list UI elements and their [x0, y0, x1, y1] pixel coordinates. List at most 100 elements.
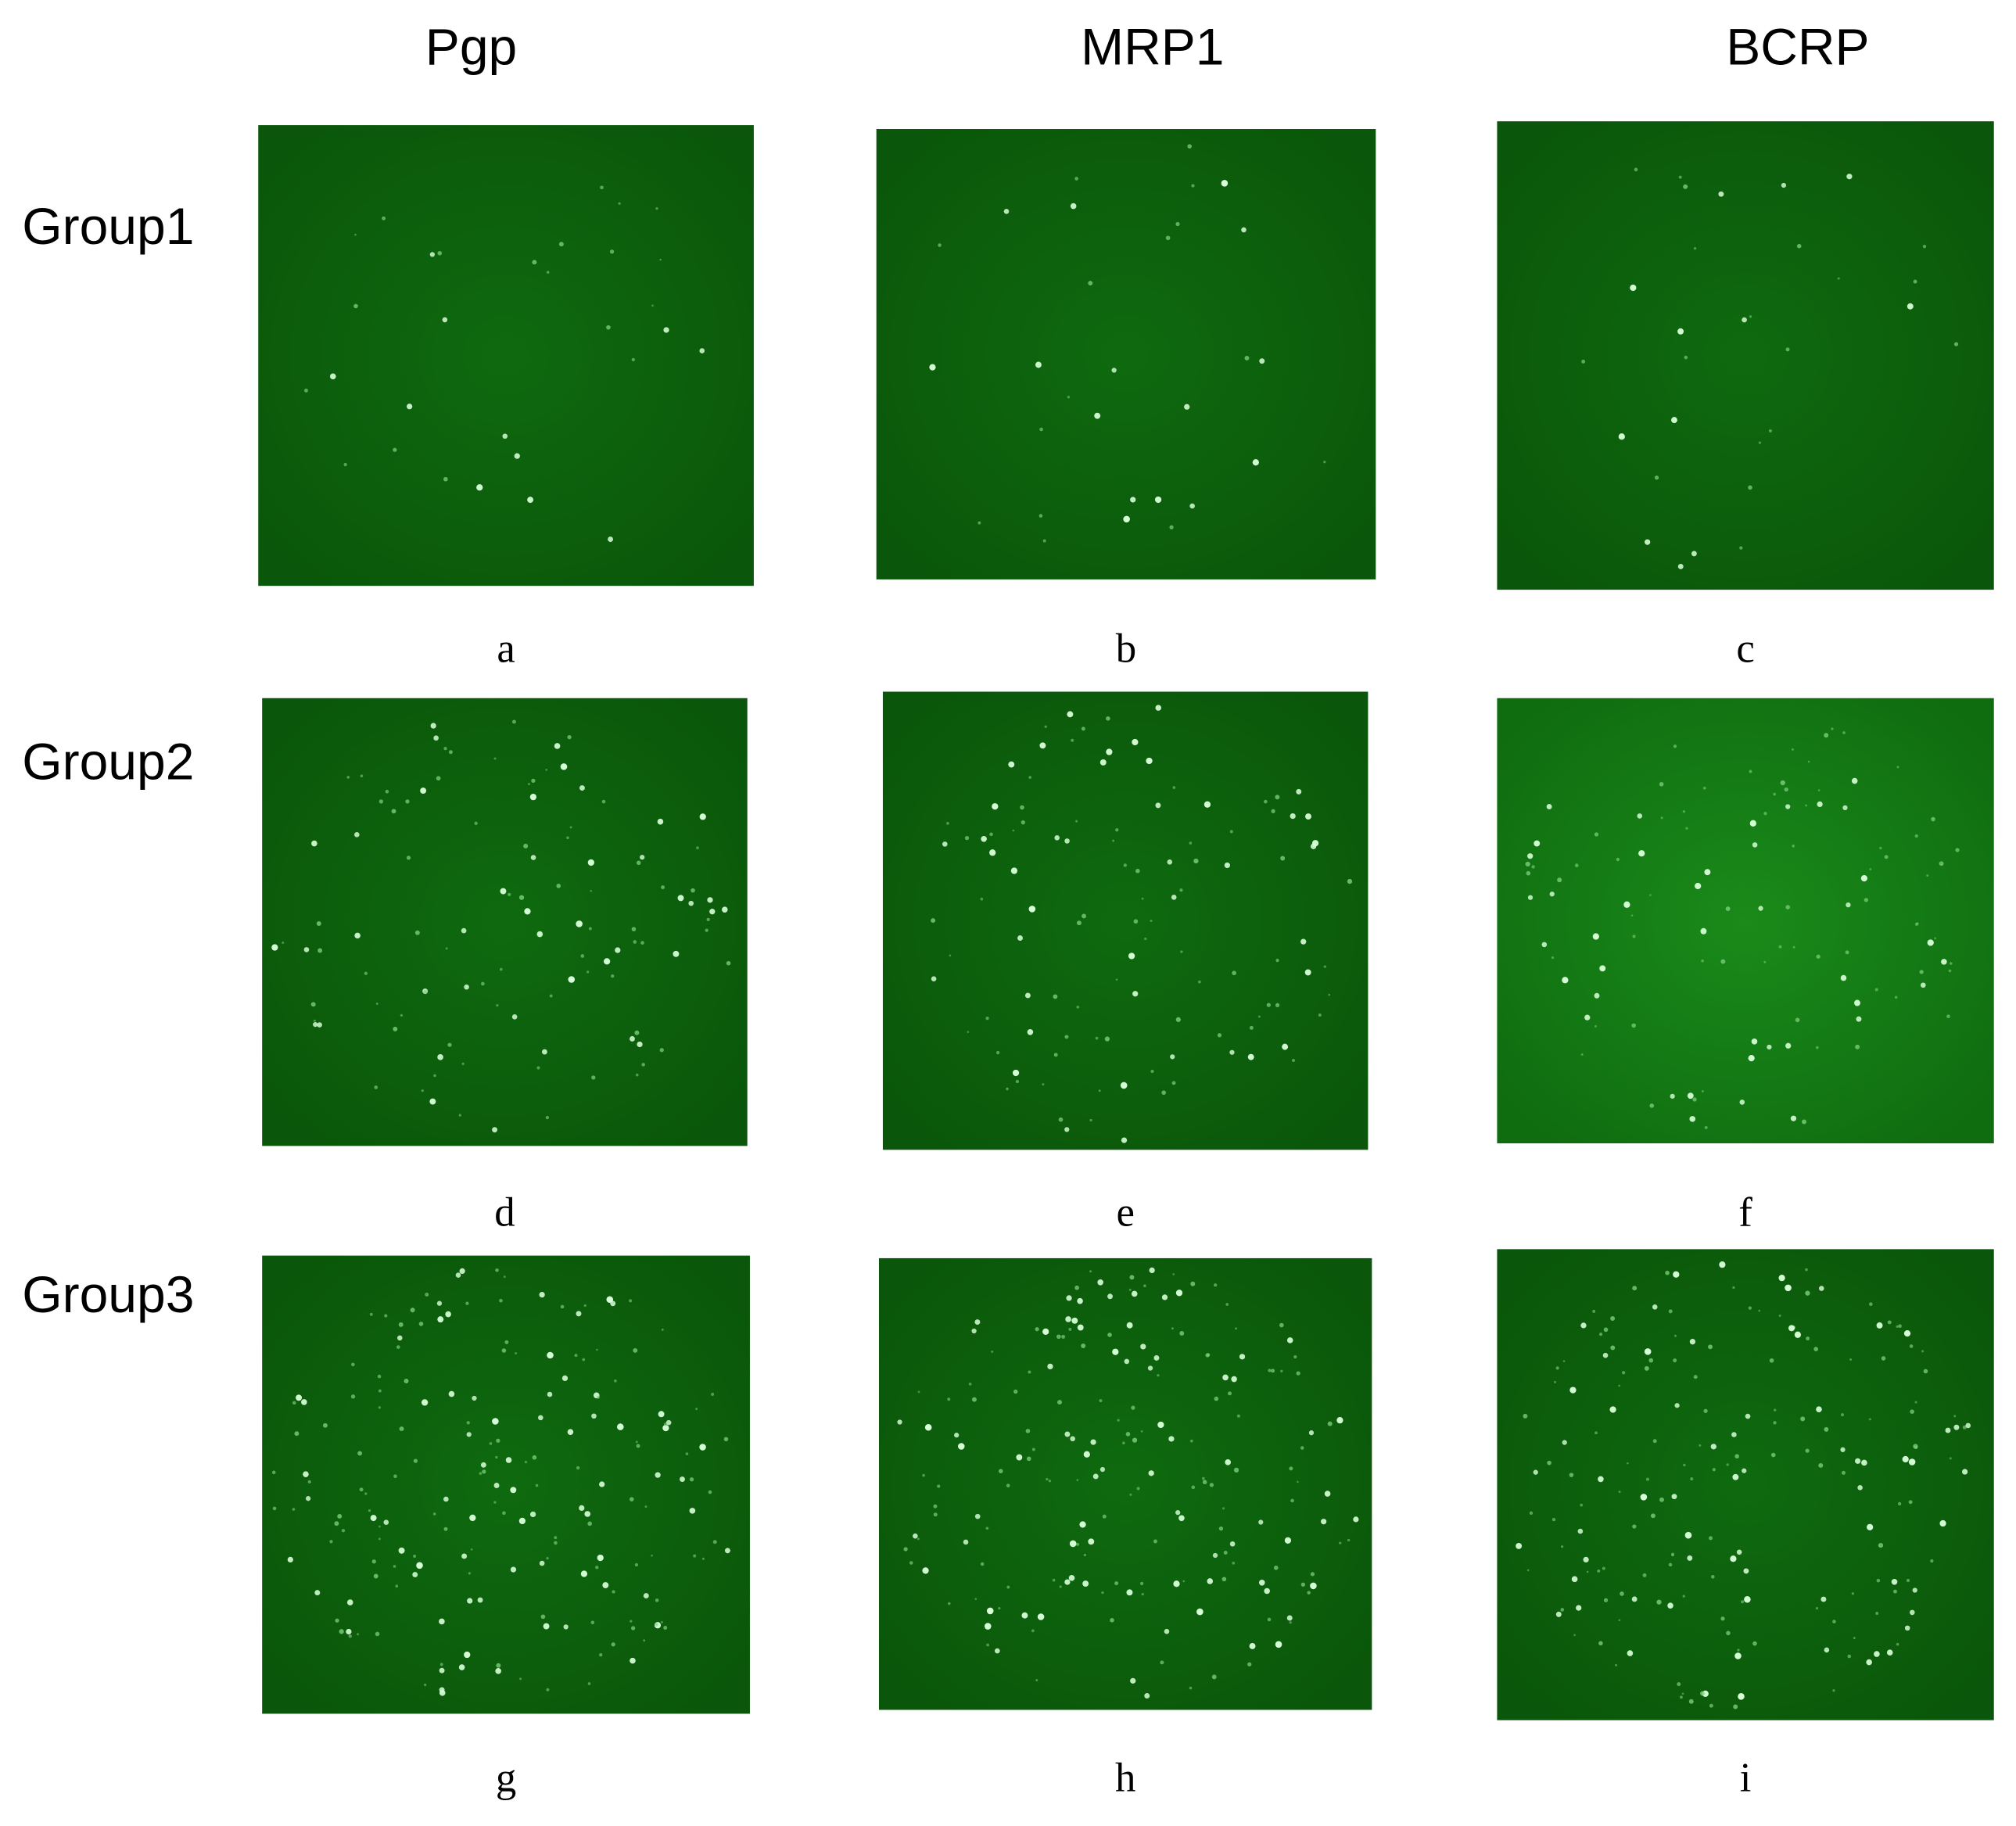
fluorescent-spot [1070, 203, 1077, 210]
fluorescent-spot [1214, 1396, 1219, 1401]
fluorescent-spot [1534, 840, 1541, 847]
fluorescent-spot [364, 1492, 368, 1495]
fluorescent-spot [1107, 1333, 1112, 1337]
fluorescent-spot [1081, 1343, 1086, 1348]
fluorescent-spot [1077, 1297, 1083, 1304]
fluorescent-spot [303, 388, 308, 393]
fluorescent-spot [539, 1291, 545, 1298]
fluorescent-spot [1112, 1348, 1119, 1355]
fluorescent-spot [721, 906, 728, 913]
fluorescent-spot [296, 1394, 303, 1401]
fluorescent-spot [1620, 1591, 1624, 1596]
micrograph-background [258, 125, 754, 587]
fluorescent-spot [1290, 813, 1296, 820]
fluorescent-spot [1311, 840, 1319, 847]
fluorescent-spot [1921, 1350, 1925, 1353]
fluorescent-spot [1583, 1556, 1589, 1563]
fluorescent-spot [1547, 1460, 1551, 1465]
fluorescent-spot [334, 1521, 339, 1526]
fluorescent-spot [655, 1623, 658, 1627]
fluorescent-spot [1949, 1457, 1952, 1460]
fluorescent-spot [1962, 1425, 1967, 1430]
fluorescent-spot [1258, 1579, 1265, 1586]
fluorescent-spot [1028, 1370, 1031, 1374]
fluorescent-spot [1300, 1446, 1304, 1450]
fluorescent-spot [1175, 1510, 1181, 1516]
fluorescent-spot [954, 1433, 960, 1438]
fluorescent-spot [369, 1312, 373, 1316]
fluorescent-spot [1831, 727, 1834, 730]
fluorescent-spot [631, 927, 637, 931]
fluorescent-spot [1099, 1399, 1103, 1403]
fluorescent-spot [618, 202, 621, 205]
fluorescent-spot [1077, 1324, 1084, 1331]
fluorescent-spot [282, 941, 285, 944]
fluorescent-spot [1845, 950, 1849, 955]
fluorescent-spot [1659, 1497, 1664, 1502]
fluorescent-spot [1785, 905, 1791, 909]
fluorescent-spot [1027, 1029, 1034, 1035]
fluorescent-spot [1710, 1444, 1716, 1450]
fluorescent-spot [1684, 1531, 1692, 1539]
fluorescent-spot [1749, 315, 1752, 318]
fluorescent-spot [580, 954, 585, 958]
fluorescent-spot [629, 1299, 633, 1303]
column-header: Pgp [425, 18, 517, 76]
panel-label: f [1738, 1190, 1752, 1236]
fluorescent-spot [1008, 761, 1015, 768]
fluorescent-spot [476, 484, 483, 491]
fluorescent-spot [1170, 1054, 1175, 1060]
fluorescent-spot [1275, 958, 1279, 963]
fluorescent-spot [1069, 1540, 1077, 1548]
fluorescent-spot [425, 1292, 429, 1297]
fluorescent-spot [1328, 993, 1331, 996]
fluorescent-spot [384, 1314, 388, 1318]
fluorescent-spot [1347, 1538, 1351, 1542]
fluorescent-spot [1868, 1302, 1873, 1306]
fluorescent-spot [1785, 1284, 1792, 1292]
fluorescent-spot [459, 1268, 465, 1275]
fluorescent-spot [489, 1442, 493, 1445]
fluorescent-spot [1687, 1092, 1694, 1100]
fluorescent-spot [518, 1517, 526, 1525]
fluorescent-spot [303, 947, 310, 952]
fluorescent-spot [1039, 742, 1046, 749]
fluorescent-spot [1594, 832, 1599, 837]
fluorescent-spot [1193, 858, 1199, 864]
fluorescent-spot [1172, 1273, 1175, 1275]
fluorescent-spot [689, 1508, 696, 1514]
fluorescent-spot [922, 1473, 925, 1477]
fluorescent-spot [917, 1537, 920, 1541]
fluorescent-spot [1525, 861, 1530, 867]
fluorescent-spot [1824, 1426, 1829, 1432]
fluorescent-spot [1076, 1479, 1079, 1481]
row-label: Group1 [22, 197, 194, 255]
fluorescent-spot [337, 1513, 343, 1519]
fluorescent-spot [587, 859, 594, 866]
fluorescent-spot [1249, 1025, 1254, 1030]
fluorescent-spot [1671, 1553, 1674, 1557]
fluorescent-spot [1637, 813, 1643, 819]
fluorescent-spot [931, 976, 937, 981]
fluorescent-spot [536, 1066, 540, 1070]
fluorescent-spot [448, 750, 453, 755]
fluorescent-spot [1202, 1476, 1205, 1480]
fluorescent-spot [1229, 1541, 1236, 1547]
fluorescent-spot [1912, 1587, 1917, 1593]
fluorescent-spot [558, 242, 564, 247]
fluorescent-spot [423, 1683, 427, 1687]
fluorescent-spot [995, 1648, 1000, 1654]
fluorescent-spot [644, 1505, 647, 1509]
fluorescent-spot [616, 1423, 624, 1430]
fluorescent-spot [1734, 1454, 1739, 1459]
fluorescent-spot [1598, 1476, 1604, 1483]
fluorescent-spot [1909, 1344, 1914, 1348]
fluorescent-spot [1232, 1562, 1236, 1565]
fluorescent-spot [1076, 920, 1082, 926]
fluorescent-spot [1310, 1572, 1315, 1577]
fluorescent-spot [436, 776, 441, 781]
fluorescent-spot [1129, 1493, 1132, 1496]
fluorescent-spot [1206, 1353, 1211, 1357]
fluorescent-spot [1244, 355, 1250, 361]
fluorescent-spot [421, 1089, 424, 1092]
